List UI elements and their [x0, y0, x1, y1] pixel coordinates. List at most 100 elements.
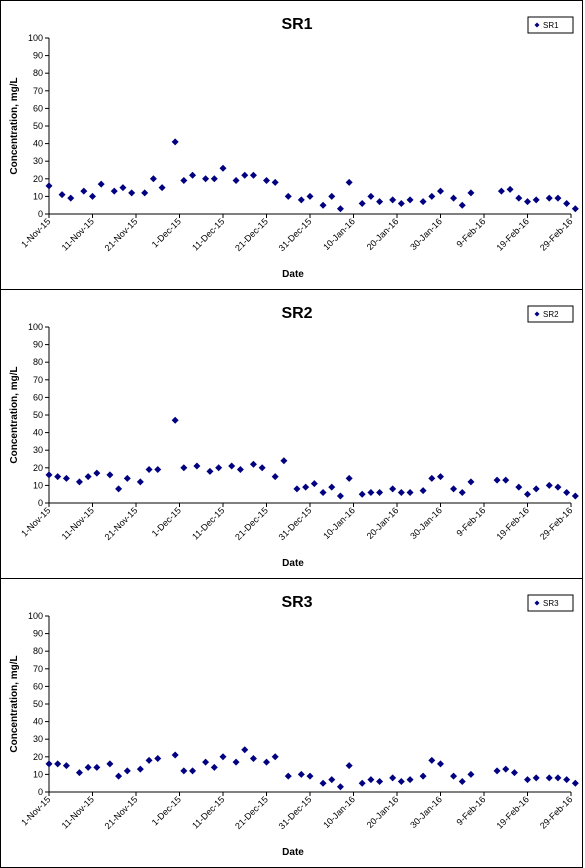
- data-point: [54, 760, 62, 768]
- data-point: [467, 189, 475, 197]
- x-tick-label: 31-Dec-15: [277, 794, 314, 831]
- data-point: [450, 194, 458, 202]
- data-point: [271, 473, 279, 481]
- data-point: [89, 192, 96, 200]
- y-tick-label: 30: [33, 445, 43, 455]
- data-point: [62, 474, 70, 482]
- data-point: [271, 753, 279, 761]
- data-point: [428, 474, 436, 482]
- data-point: [545, 774, 553, 782]
- data-point: [136, 765, 144, 773]
- data-point: [141, 189, 149, 197]
- x-tick-label: 11-Dec-15: [190, 505, 226, 541]
- x-tick-label: 21-Nov-15: [103, 794, 140, 831]
- data-point: [97, 180, 105, 188]
- data-point: [136, 478, 144, 486]
- data-point: [293, 485, 301, 493]
- y-tick-label: 50: [33, 699, 43, 709]
- data-point: [515, 483, 523, 491]
- y-tick-label: 50: [33, 121, 43, 131]
- y-tick-label: 10: [33, 480, 43, 490]
- x-tick-label: 31-Dec-15: [277, 505, 314, 542]
- data-point: [532, 774, 540, 782]
- x-tick-label: 21-Dec-15: [233, 216, 270, 253]
- x-tick-label: 20-Jan-16: [365, 794, 401, 830]
- data-point: [123, 767, 131, 775]
- data-point: [206, 467, 214, 475]
- data-point: [271, 178, 279, 186]
- data-point: [58, 191, 66, 199]
- y-tick-label: 40: [33, 717, 43, 727]
- data-point: [336, 783, 344, 791]
- y-tick-label: 10: [33, 769, 43, 779]
- y-tick-label: 90: [33, 340, 43, 350]
- chart-sr2: SR2 0 10 20 30 40 50 60 70 80 90 100 1-Nov-15 11-Nov-…: [9, 305, 579, 569]
- y-tick-label: 20: [33, 752, 43, 762]
- data-point: [502, 765, 510, 773]
- data-point: [263, 177, 270, 185]
- data-point: [249, 755, 257, 763]
- data-point: [219, 164, 227, 172]
- data-point: [554, 483, 562, 491]
- data-point: [123, 474, 131, 482]
- x-axis-title: Date: [282, 269, 304, 280]
- data-point: [106, 471, 114, 479]
- x-tick-label: 11-Dec-15: [190, 794, 226, 830]
- data-point: [236, 466, 244, 474]
- data-point: [328, 192, 336, 200]
- data-point: [437, 760, 444, 768]
- data-point: [389, 485, 397, 493]
- data-point: [428, 756, 436, 764]
- data-point: [284, 772, 292, 780]
- data-point: [450, 485, 458, 493]
- data-point: [376, 198, 384, 206]
- data-point: [149, 175, 157, 183]
- chart-title: SR1: [281, 16, 312, 33]
- x-tick-label: 10-Jan-16: [321, 505, 357, 541]
- y-tick-label: 30: [33, 734, 43, 744]
- data-point: [249, 460, 257, 468]
- data-point: [437, 187, 444, 195]
- y-tick-label: 60: [33, 103, 43, 113]
- data-point: [406, 196, 414, 204]
- data-point: [84, 473, 92, 481]
- data-point: [545, 481, 553, 489]
- data-point: [115, 772, 123, 780]
- chart-panel-sr3: SR3 0 10 20 30 40 50 60 70 80 90 100 1-Nov-15 11-Nov-…: [0, 578, 583, 868]
- data-point: [328, 483, 336, 491]
- legend-marker: [534, 311, 540, 317]
- data-point: [554, 774, 562, 782]
- data-point: [302, 483, 310, 491]
- data-point: [171, 138, 179, 146]
- y-axis-title: Concentration, mg/L: [9, 77, 20, 174]
- data-point: [358, 779, 366, 787]
- data-point: [189, 767, 197, 775]
- x-axis-title: Date: [282, 558, 304, 569]
- data-point: [419, 487, 427, 495]
- data-point: [397, 488, 405, 496]
- x-tick-label: 1-Dec-15: [150, 216, 183, 249]
- data-point: [189, 171, 197, 179]
- data-point: [532, 196, 540, 204]
- data-point: [428, 192, 436, 200]
- legend-marker: [534, 600, 540, 606]
- data-point: [571, 492, 579, 500]
- data-point: [319, 488, 327, 496]
- y-axis-title: Concentration, mg/L: [9, 366, 20, 463]
- chart-sr1: SR1 0 10 20 30 40 50 60 70 80 90 100 1-Nov-15 11-Nov-…: [9, 16, 579, 280]
- x-tick-label: 20-Jan-16: [365, 216, 401, 252]
- data-point: [115, 485, 123, 493]
- x-tick-label: 31-Dec-15: [277, 216, 314, 253]
- legend-marker: [534, 22, 540, 28]
- data-point: [193, 462, 201, 470]
- data-point: [215, 464, 223, 472]
- data-point: [515, 194, 523, 202]
- data-point: [228, 462, 236, 470]
- data-point: [450, 772, 458, 780]
- legend: SR2: [527, 305, 574, 323]
- data-point: [219, 753, 227, 761]
- x-tick-label: 21-Dec-15: [233, 505, 270, 542]
- data-point: [467, 770, 475, 778]
- data-point: [297, 770, 305, 778]
- y-tick-label: 100: [28, 322, 43, 332]
